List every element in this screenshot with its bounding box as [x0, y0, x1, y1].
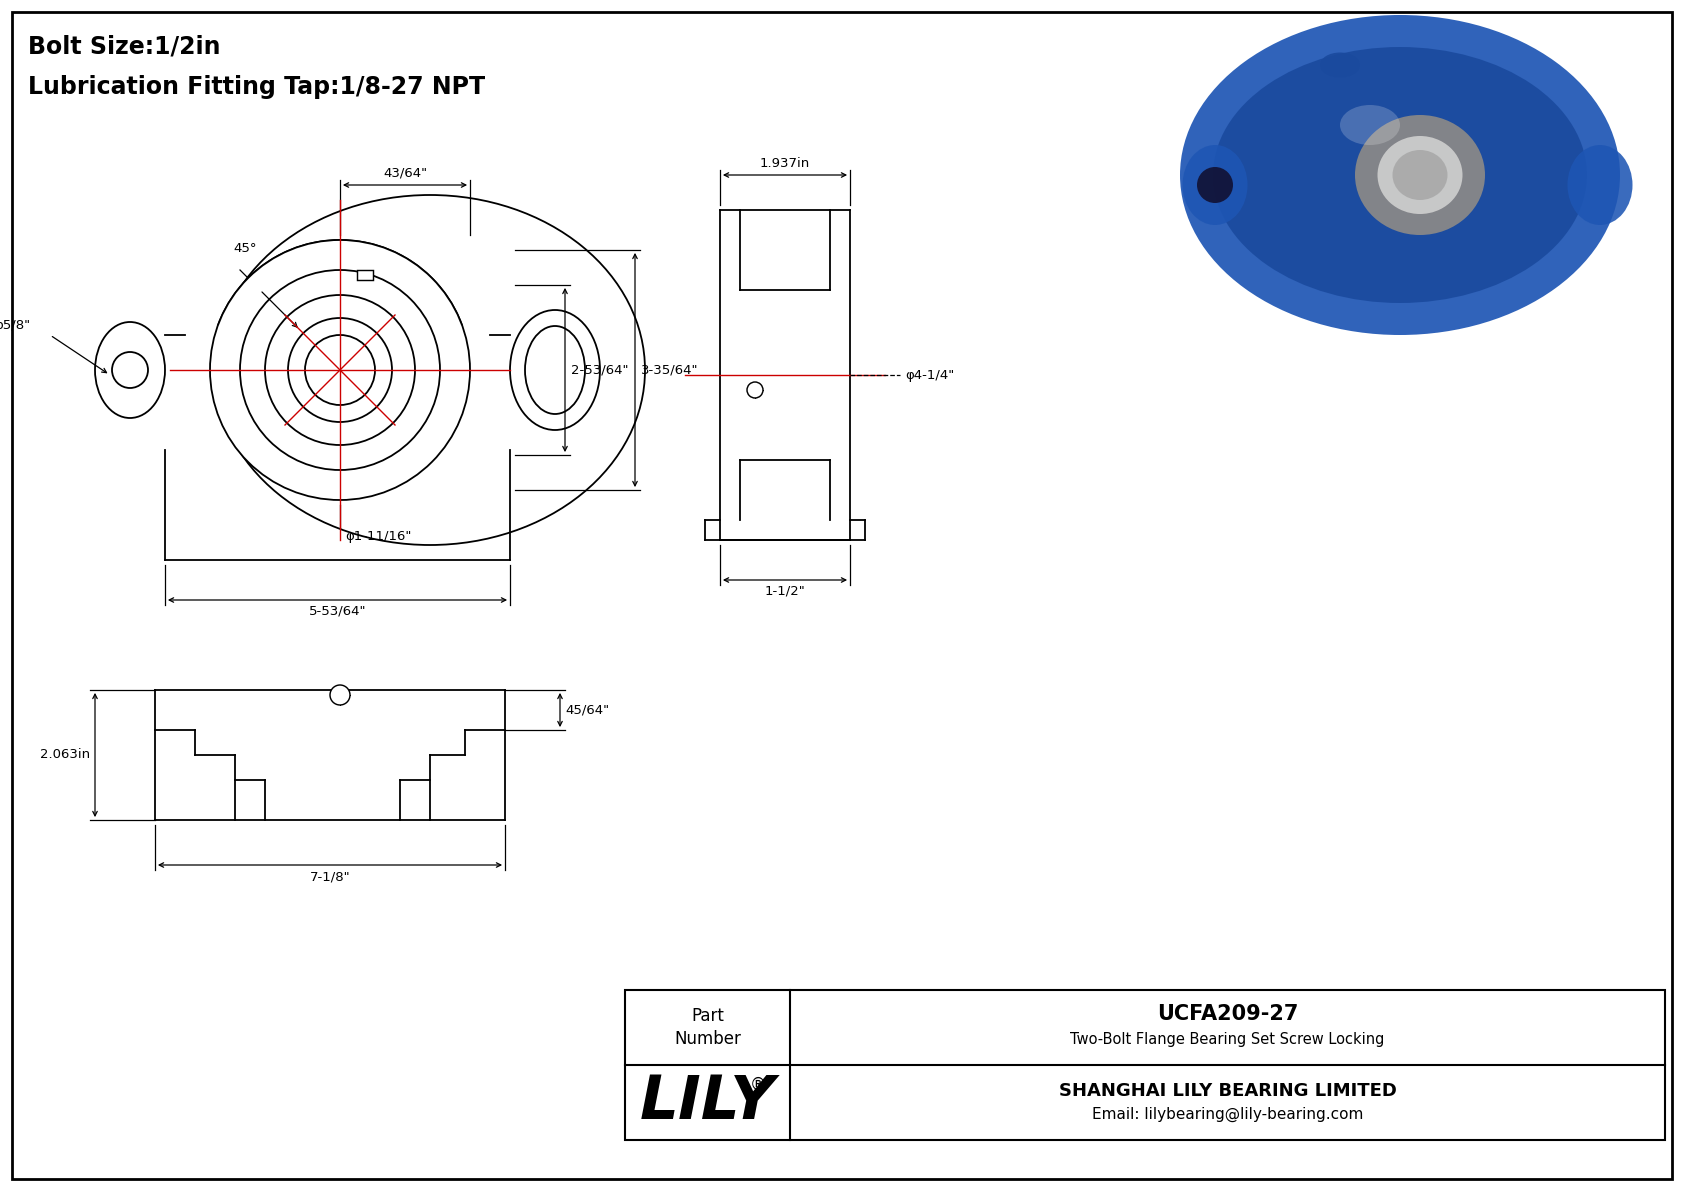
Text: 1.937in: 1.937in — [759, 157, 810, 170]
Ellipse shape — [1180, 15, 1620, 335]
Text: 7-1/8": 7-1/8" — [310, 869, 350, 883]
Circle shape — [305, 335, 376, 405]
Text: 3-35/64": 3-35/64" — [642, 363, 699, 376]
Ellipse shape — [1378, 136, 1462, 214]
Ellipse shape — [1568, 145, 1632, 225]
Text: φ1-11/16": φ1-11/16" — [345, 530, 411, 543]
Text: 2.063in: 2.063in — [40, 748, 89, 761]
Text: SHANGHAI LILY BEARING LIMITED: SHANGHAI LILY BEARING LIMITED — [1059, 1081, 1396, 1099]
Text: Email: lilybearing@lily-bearing.com: Email: lilybearing@lily-bearing.com — [1091, 1106, 1362, 1122]
Text: Part
Number: Part Number — [674, 1006, 741, 1048]
Bar — [625, 990, 1665, 1140]
Text: φ4-1/4": φ4-1/4" — [904, 368, 955, 381]
Text: 45/64": 45/64" — [566, 704, 610, 717]
Text: φ5/8": φ5/8" — [0, 318, 30, 331]
Text: 2-53/64": 2-53/64" — [571, 363, 628, 376]
Text: Bolt Size:1/2in: Bolt Size:1/2in — [29, 35, 221, 60]
Ellipse shape — [216, 195, 645, 545]
Text: ®: ® — [749, 1075, 766, 1093]
Ellipse shape — [1212, 46, 1586, 303]
Bar — [357, 270, 372, 280]
Circle shape — [1197, 167, 1233, 202]
Ellipse shape — [1320, 52, 1361, 77]
Text: 43/64": 43/64" — [382, 167, 428, 180]
Text: LILY: LILY — [640, 1073, 775, 1131]
Circle shape — [241, 270, 440, 470]
Circle shape — [288, 318, 392, 422]
Text: 45°: 45° — [234, 242, 256, 255]
Circle shape — [113, 353, 148, 388]
Ellipse shape — [1182, 145, 1248, 225]
Ellipse shape — [94, 322, 165, 418]
Ellipse shape — [1340, 105, 1399, 145]
Ellipse shape — [510, 310, 600, 430]
Text: UCFA209-27: UCFA209-27 — [1157, 1004, 1298, 1023]
Circle shape — [210, 241, 470, 500]
Circle shape — [330, 685, 350, 705]
Ellipse shape — [1356, 116, 1485, 235]
Text: Two-Bolt Flange Bearing Set Screw Locking: Two-Bolt Flange Bearing Set Screw Lockin… — [1071, 1031, 1384, 1047]
Circle shape — [264, 295, 414, 445]
Text: Lubrication Fitting Tap:1/8-27 NPT: Lubrication Fitting Tap:1/8-27 NPT — [29, 75, 485, 99]
Ellipse shape — [1393, 150, 1448, 200]
Text: 1-1/2": 1-1/2" — [765, 585, 805, 598]
Circle shape — [748, 382, 763, 398]
Text: 5-53/64": 5-53/64" — [308, 605, 365, 618]
Ellipse shape — [525, 326, 584, 414]
